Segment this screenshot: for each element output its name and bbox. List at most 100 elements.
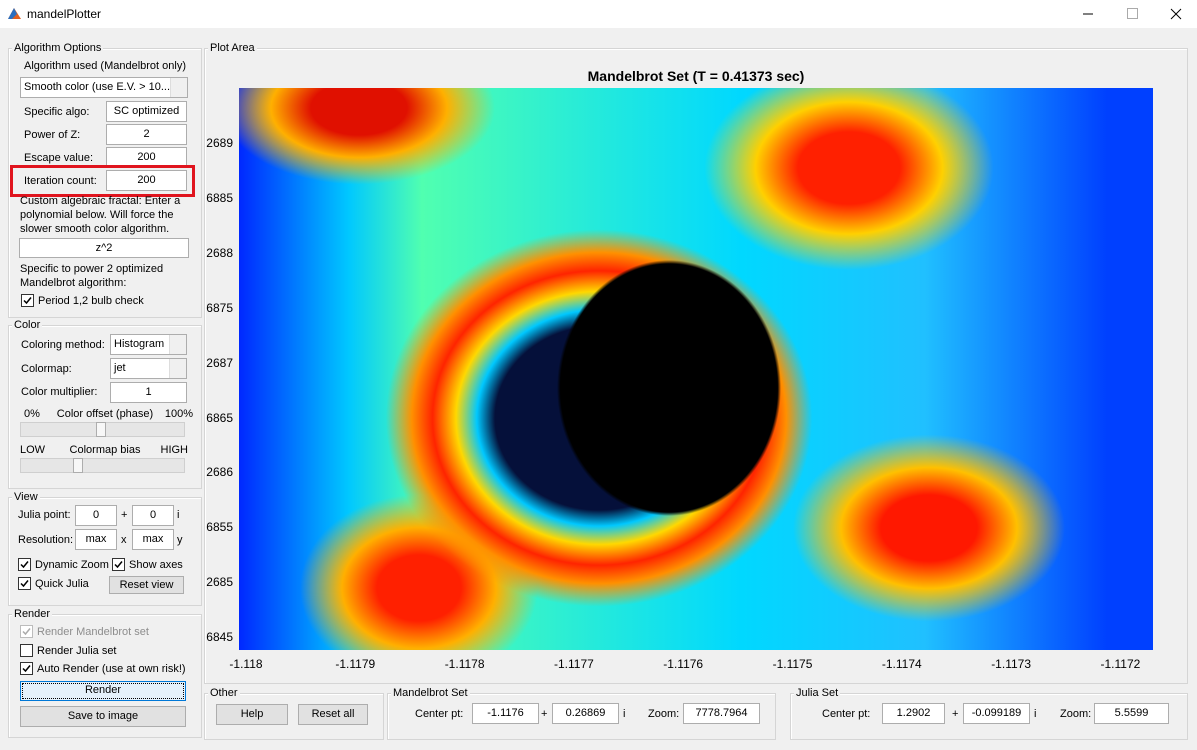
button[interactable]: Save to image <box>20 706 186 727</box>
button[interactable]: Render <box>20 681 186 701</box>
checkbox[interactable] <box>18 577 31 590</box>
slider-min: 0% <box>24 408 40 420</box>
window-title: mandelPlotter <box>27 7 102 21</box>
note: Custom algebraic fractal: Enter a polyno… <box>20 195 181 235</box>
checkbox-label: Quick Julia <box>35 578 89 590</box>
fractal-image[interactable] <box>239 88 1153 650</box>
checkbox-label: Dynamic Zoom <box>35 559 109 571</box>
panel <box>8 614 202 738</box>
unit: i <box>623 708 626 720</box>
unit: y <box>177 534 183 546</box>
panel <box>204 48 1188 684</box>
dropdown-value: Histogram <box>114 338 165 350</box>
panel-title: Color <box>12 319 43 332</box>
dropdown-value: jet <box>114 362 126 374</box>
panel-title: Render <box>12 608 53 621</box>
text-field[interactable]: 7778.7964 <box>683 703 760 724</box>
dropdown[interactable]: Histogram <box>110 334 187 355</box>
label: Center pt: <box>415 708 464 720</box>
checkbox-label: Period 1,2 bulb check <box>38 295 144 307</box>
text-field[interactable]: z^2 <box>19 238 189 258</box>
label: Zoom: <box>1060 708 1092 720</box>
unit: i <box>1034 708 1037 720</box>
checkbox-label: Render Julia set <box>37 645 117 657</box>
panel <box>8 497 202 606</box>
y-tick-label: 2685 <box>206 575 233 590</box>
x-tick-label: -1.1172 <box>1100 657 1141 671</box>
y-tick-label: 6855 <box>206 520 233 535</box>
label: Specific algo: <box>24 106 90 118</box>
panel-title: Mandelbrot Set <box>391 687 470 700</box>
panel <box>387 693 776 740</box>
slider-max: 100% <box>164 408 193 420</box>
text-field[interactable]: max <box>132 529 174 550</box>
label: Iteration count: <box>24 175 97 187</box>
dropdown[interactable]: jet <box>110 358 187 379</box>
label: Center pt: <box>822 708 871 720</box>
slider-min: LOW <box>20 444 46 456</box>
text-field[interactable]: 200 <box>106 170 187 191</box>
y-tick-label: 2689 <box>206 136 233 150</box>
checkbox <box>20 625 33 638</box>
label: Colormap: <box>21 363 72 375</box>
y-tick-label: 6875 <box>206 300 233 315</box>
slider-max: HIGH <box>160 444 189 456</box>
y-tick-label: 6845 <box>206 630 233 645</box>
slider[interactable] <box>20 458 185 473</box>
slider-label: Color offset (phase) <box>56 408 154 420</box>
checkbox[interactable] <box>20 644 33 657</box>
plot-title: Mandelbrot Set (T = 0.41373 sec) <box>587 68 805 84</box>
checkbox-label: Auto Render (use at own risk!) <box>37 663 186 675</box>
note: Specific to power 2 optimized Mandelbrot… <box>20 263 164 289</box>
checkbox[interactable] <box>18 558 31 571</box>
text-field[interactable]: -1.1176 <box>472 703 539 724</box>
text-field[interactable]: 1 <box>110 382 187 403</box>
checkbox[interactable] <box>112 558 125 571</box>
text-field[interactable]: 5.5599 <box>1094 703 1169 724</box>
text-field[interactable]: 0 <box>132 505 174 526</box>
text-field[interactable]: -0.099189 <box>963 703 1030 724</box>
slider[interactable] <box>20 422 185 437</box>
x-tick-label: -1.1179 <box>335 657 376 671</box>
text-field[interactable]: 0 <box>75 505 117 526</box>
label: Algorithm used (Mandelbrot only) <box>23 60 187 72</box>
button[interactable]: Reset view <box>109 576 184 594</box>
operator: + <box>121 509 128 521</box>
y-tick-label: 6885 <box>206 190 233 205</box>
text-field[interactable]: max <box>75 529 117 550</box>
text-field[interactable]: 200 <box>106 147 187 168</box>
y-axis: 2689 6885 2688 6875 2687 6865 2686 6855 2685 6845 <box>205 88 236 658</box>
y-tick-label: 6865 <box>206 410 233 425</box>
app-icon <box>8 8 21 19</box>
y-tick-label: 2686 <box>206 465 233 480</box>
text-field[interactable]: 0.26869 <box>552 703 619 724</box>
label: Coloring method: <box>21 339 105 351</box>
panel <box>790 693 1188 740</box>
panel-title: Algorithm Options <box>12 42 104 55</box>
title-bar: mandelPlotter <box>0 0 1197 28</box>
unit: i <box>177 509 180 521</box>
label: Color multiplier: <box>21 386 98 398</box>
label: Resolution: <box>18 534 74 546</box>
x-tick-label: -1.118 <box>229 657 263 671</box>
text-field[interactable]: SC optimized <box>106 101 187 122</box>
label: Power of Z: <box>24 129 81 141</box>
x-tick-label: -1.1173 <box>991 657 1031 671</box>
dropdown-value: Smooth color (use E.V. > 10... <box>24 81 171 93</box>
button[interactable]: Help <box>216 704 288 725</box>
x-tick-label: -1.1175 <box>772 657 813 671</box>
x-tick-label: -1.1176 <box>663 657 704 671</box>
panel <box>8 48 202 318</box>
x-tick-label: -1.1174 <box>881 657 922 671</box>
dropdown[interactable]: Smooth color (use E.V. > 10... <box>20 77 188 98</box>
checkbox[interactable] <box>20 662 33 675</box>
panel-title: Other <box>208 687 240 700</box>
text-field[interactable]: 2 <box>106 124 187 145</box>
x-axis: -1.118 -1.1179 -1.1178 -1.1177 -1.1176 -1.117… <box>200 656 1190 672</box>
checkbox[interactable] <box>21 294 34 307</box>
button[interactable]: Reset all <box>298 704 368 725</box>
panel <box>204 693 384 740</box>
text-field[interactable]: 1.2902 <box>882 703 945 724</box>
highlight-box <box>10 165 195 197</box>
